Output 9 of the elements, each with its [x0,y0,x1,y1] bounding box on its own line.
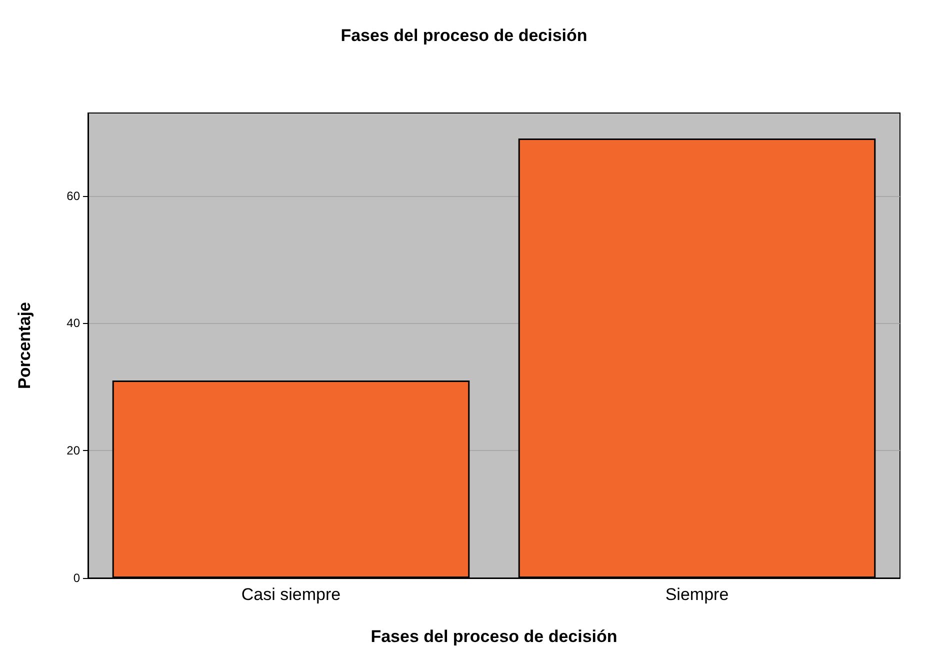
y-tick-label: 60 [66,188,80,203]
y-axis-title: Porcentaje [15,302,34,389]
chart-title: Fases del proceso de decisión [340,26,588,45]
x-tick-label: Casi siempre [241,585,341,604]
y-tick-label: 20 [66,444,80,458]
y-tick-label: 0 [73,571,80,585]
y-tick-label: 40 [66,316,80,330]
x-tick-label: Siempre [665,585,729,604]
x-axis-title: Fases del proceso de decisión [370,627,618,646]
